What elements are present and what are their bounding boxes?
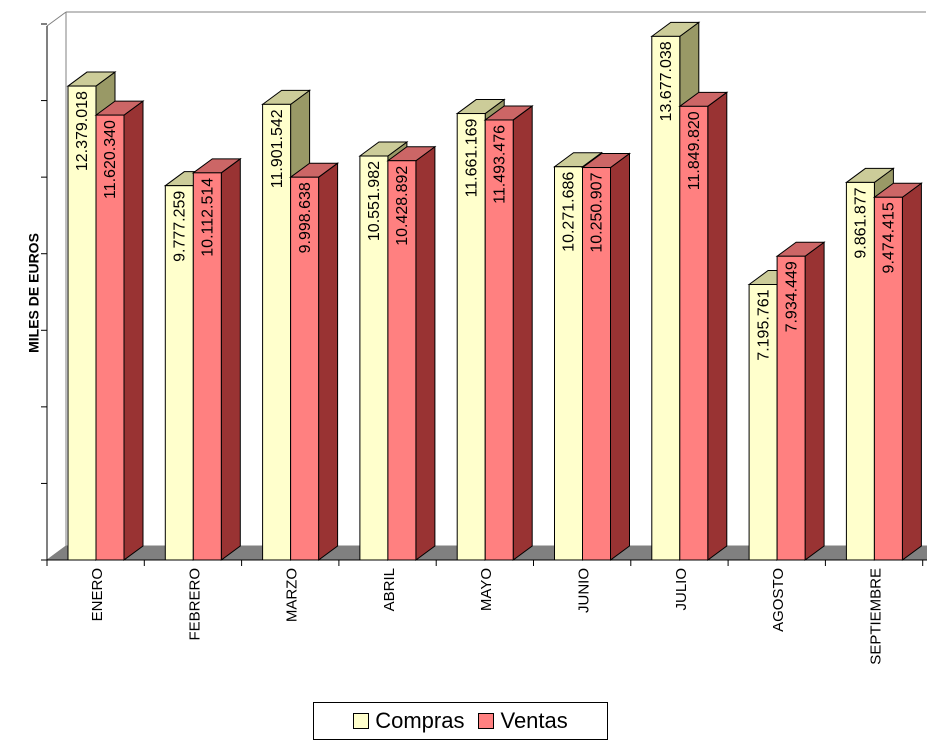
legend-swatch-compras bbox=[353, 713, 370, 729]
category-label-julio: JULIO bbox=[673, 568, 690, 611]
value-label-compras-febrero: 9.777.259 bbox=[172, 191, 189, 262]
category-label-marzo: MARZO bbox=[284, 568, 301, 622]
value-label-compras-marzo: 11.901.542 bbox=[269, 109, 286, 188]
legend-label-compras: Compras bbox=[375, 708, 465, 733]
legend-swatch-ventas bbox=[478, 713, 495, 729]
bar-chart: 12.379.018 11.620.340 9.777.259 10.112.514 1… bbox=[26, 11, 927, 665]
category-label-abril: ABRIL bbox=[381, 568, 398, 611]
bar-ventas-septiembre bbox=[873, 196, 903, 561]
bar-ventas-julio bbox=[679, 105, 709, 561]
bar-compras-agosto bbox=[748, 284, 778, 561]
bar-ventas-mayo-side bbox=[512, 104, 533, 561]
value-label-ventas-marzo: 9.998.638 bbox=[297, 182, 314, 253]
value-label-ventas-agosto: 7.934.449 bbox=[783, 261, 800, 332]
legend-label-ventas: Ventas bbox=[500, 708, 568, 733]
bar-ventas-enero-side bbox=[123, 100, 144, 561]
bar-ventas-junio-side bbox=[610, 152, 630, 561]
bar-ventas-febrero bbox=[192, 172, 222, 561]
value-label-compras-mayo: 11.661.169 bbox=[463, 118, 480, 197]
value-label-ventas-febrero: 10.112.514 bbox=[200, 178, 217, 257]
value-label-compras-agosto: 7.195.761 bbox=[755, 289, 772, 360]
bar-ventas-septiembre-side bbox=[901, 182, 922, 561]
bar-ventas-agosto bbox=[776, 255, 806, 561]
legend-item-compras: Compras bbox=[353, 708, 464, 734]
side-wall-top-edge bbox=[46, 11, 67, 27]
bar-ventas-junio bbox=[582, 167, 611, 561]
bar-ventas-marzo bbox=[290, 176, 320, 561]
bar-ventas-agosto-side bbox=[804, 241, 825, 561]
bar-ventas-enero bbox=[95, 114, 125, 561]
bar-ventas-abril-side bbox=[415, 145, 436, 561]
value-label-ventas-enero: 11.620.340 bbox=[102, 120, 119, 199]
value-label-compras-enero: 12.379.018 bbox=[74, 91, 91, 171]
category-label-junio: JUNIO bbox=[575, 568, 592, 613]
bar-ventas-julio-side bbox=[707, 91, 728, 561]
chart-value-labels: 12.379.018 11.620.340 9.777.259 10.112.514 1… bbox=[74, 41, 897, 360]
chart-bars bbox=[66, 21, 923, 561]
category-label-agosto: AGOSTO bbox=[770, 568, 787, 632]
legend-item-ventas: Ventas bbox=[478, 708, 568, 734]
bar-ventas-abril bbox=[387, 160, 417, 561]
category-label-mayo: MAYO bbox=[478, 568, 495, 611]
value-label-ventas-abril: 10.428.892 bbox=[394, 166, 411, 246]
value-label-compras-junio: 10.271.686 bbox=[561, 172, 578, 252]
chart-category-labels: ENERO FEBRERO MARZO ABRIL MAYO JUNIO JULIO AGOS… bbox=[89, 568, 884, 665]
category-label-septiembre: SEPTIEMBRE bbox=[867, 568, 884, 665]
bar-compras-febrero bbox=[164, 185, 194, 561]
value-label-compras-septiembre: 9.861.877 bbox=[853, 187, 870, 258]
bar-ventas-mayo bbox=[484, 119, 514, 561]
bar-compras-mayo bbox=[456, 113, 486, 561]
bar-ventas-febrero-side bbox=[220, 157, 241, 561]
chart-legend: Compras Ventas bbox=[313, 702, 608, 740]
category-label-febrero: FEBRERO bbox=[186, 568, 203, 641]
bar-compras-julio bbox=[651, 35, 681, 561]
value-label-ventas-septiembre: 9.474.415 bbox=[881, 202, 898, 273]
value-label-compras-julio: 13.677.038 bbox=[658, 41, 675, 121]
y-axis-label: MILES DE EUROS bbox=[26, 233, 42, 353]
value-label-compras-abril: 10.551.982 bbox=[366, 161, 383, 241]
value-label-ventas-junio: 10.250.907 bbox=[589, 172, 606, 252]
bar-compras-marzo bbox=[262, 103, 292, 561]
bar-ventas-marzo-side bbox=[318, 162, 339, 561]
category-label-enero: ENERO bbox=[89, 568, 106, 621]
value-label-ventas-julio: 11.849.820 bbox=[686, 111, 703, 190]
value-label-ventas-mayo: 11.493.476 bbox=[491, 125, 508, 204]
